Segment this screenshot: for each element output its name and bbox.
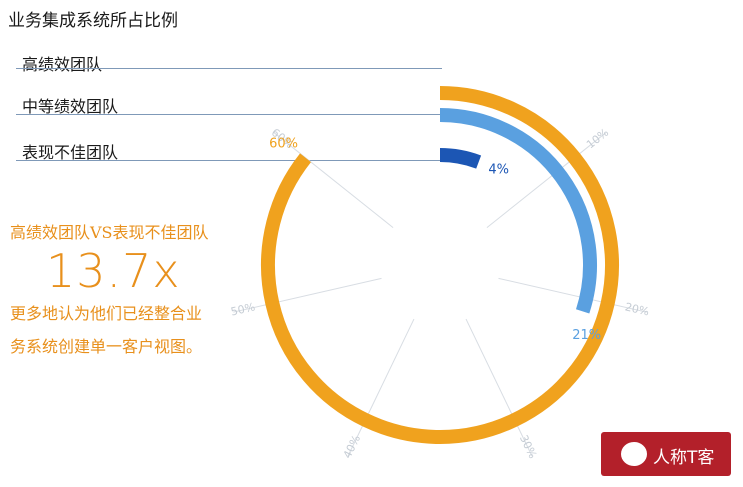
watermark-badge: 人称T客 (601, 432, 731, 476)
value-label-low: 4% (488, 163, 509, 178)
comparison-heading: 高绩效团队VS表现不佳团队 (10, 223, 209, 242)
gridline-30 (465, 318, 533, 457)
ratio-value: 13.7x (46, 244, 181, 298)
comparison-desc-line-1: 更多地认为他们已经整合业 (10, 304, 203, 323)
tick-label-50: 50% (230, 300, 257, 318)
series-leader-line-medium (16, 114, 442, 115)
tick-label-20: 20% (624, 300, 651, 318)
series-label-low: 表现不佳团队 (22, 143, 119, 162)
gridline-50 (233, 277, 382, 313)
tick-label-10: 10% (584, 126, 611, 151)
comparison-desc-line-2: 务系统创建单一客户视图。 (10, 337, 203, 356)
series-label-medium: 中等绩效团队 (22, 97, 119, 116)
gridline-20 (498, 277, 647, 313)
value-label-high: 60% (269, 136, 298, 151)
bar-high (261, 86, 619, 444)
series-leader-line-low (16, 160, 442, 161)
series-label-high: 高绩效团队 (22, 55, 103, 74)
series-leader-line-high (16, 68, 442, 69)
chart-title: 业务集成系统所占比例 (8, 11, 178, 31)
tick-label-40: 40% (341, 433, 363, 461)
bar-medium (439, 108, 597, 314)
value-label-medium: 21% (572, 328, 601, 343)
tick-label-30: 30% (517, 433, 539, 461)
gridline-60 (273, 132, 394, 228)
bar-low (439, 148, 482, 169)
wechat-icon (621, 442, 647, 466)
watermark-text: 人称T客 (653, 448, 715, 468)
gridline-10 (486, 132, 607, 228)
gridline-40 (347, 318, 415, 457)
